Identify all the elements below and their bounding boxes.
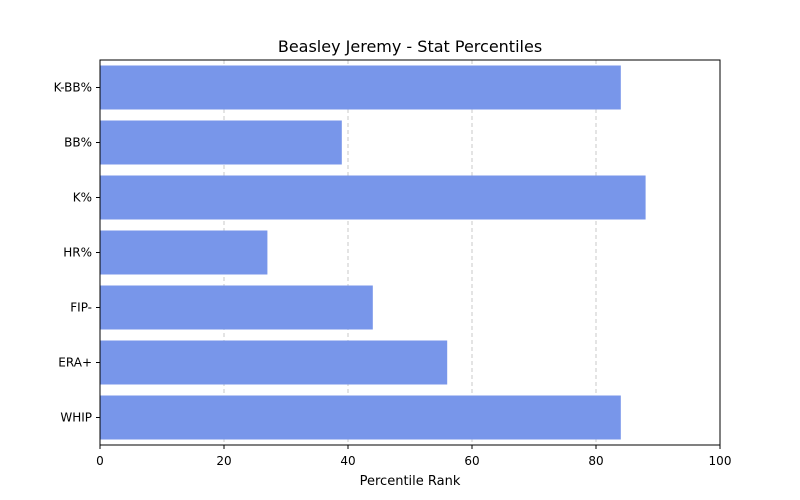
y-tick-label: K% <box>73 191 92 205</box>
x-tick-label: 20 <box>216 454 231 468</box>
x-tick-label: 40 <box>340 454 355 468</box>
y-tick-label: FIP- <box>70 301 92 315</box>
bars <box>100 65 646 440</box>
x-axis-label: Percentile Rank <box>360 474 461 489</box>
bar-k <box>100 175 646 220</box>
bar-bb <box>100 120 342 165</box>
bar-k-bb <box>100 65 621 110</box>
x-tick-label: 100 <box>709 454 732 468</box>
bar-hr <box>100 230 268 275</box>
grid-lines <box>223 60 597 445</box>
bar-whip <box>100 395 621 440</box>
bar-fip <box>100 285 373 330</box>
y-tick-label: BB% <box>64 136 92 150</box>
y-tick-label: HR% <box>63 246 92 260</box>
x-tick-label: 0 <box>96 454 104 468</box>
y-tick-label: K-BB% <box>54 81 92 95</box>
y-tick-label: ERA+ <box>58 356 92 370</box>
bar-era <box>100 340 448 385</box>
y-axis: K-BB% BB% K% HR% FIP- ERA+ WHIP <box>54 81 100 425</box>
x-tick-label: 80 <box>588 454 603 468</box>
x-tick-label: 60 <box>464 454 479 468</box>
chart-title: Beasley Jeremy - Stat Percentiles <box>278 37 542 56</box>
x-axis: 0 20 40 60 80 100 <box>96 445 731 468</box>
y-tick-label: WHIP <box>60 411 92 425</box>
